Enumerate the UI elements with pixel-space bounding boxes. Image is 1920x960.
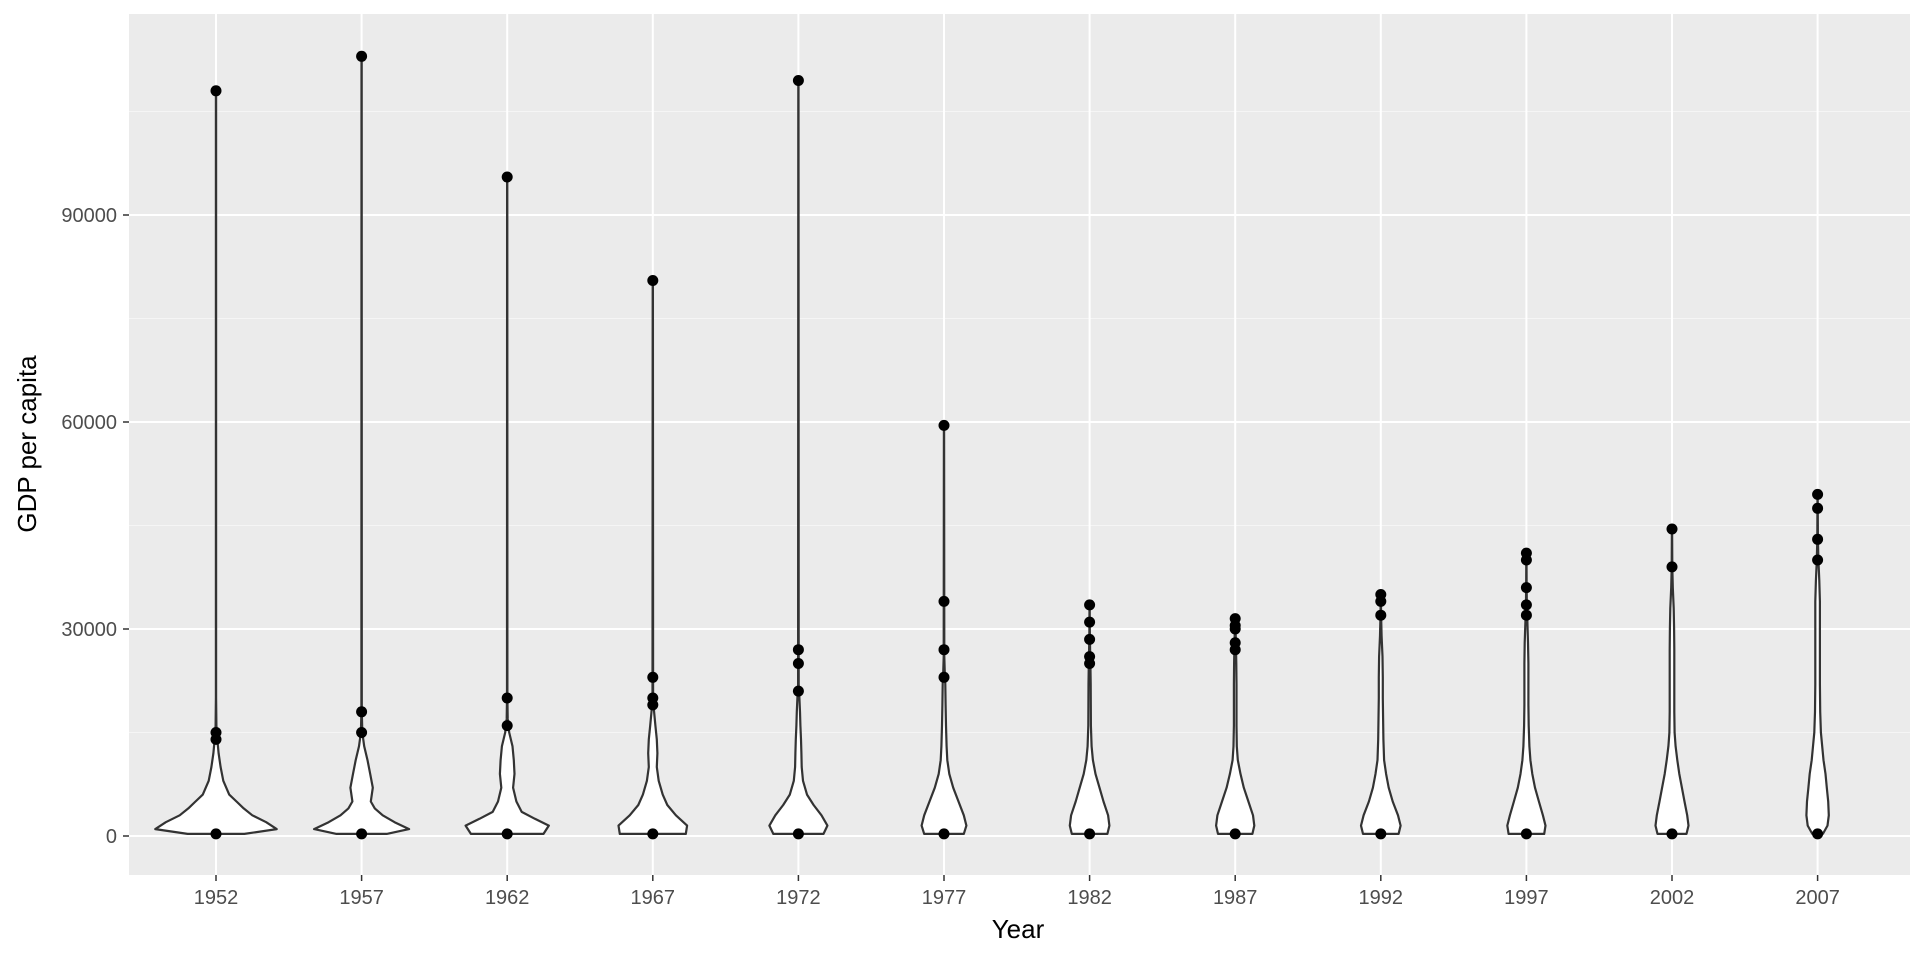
point-1962: [501, 720, 513, 732]
point-1977: [938, 828, 950, 840]
x-tick-label: 1952: [194, 887, 239, 909]
x-axis-title: Year: [992, 914, 1045, 944]
y-tick-label: 30000: [61, 619, 117, 641]
x-tick-label: 2002: [1650, 887, 1695, 909]
point-1967: [647, 275, 659, 286]
x-tick-label: 1977: [922, 887, 967, 909]
point-2007: [1812, 828, 1824, 840]
point-1957: [356, 706, 368, 718]
point-1967: [647, 671, 659, 683]
point-1972: [792, 685, 804, 697]
point-1997: [1520, 547, 1532, 559]
x-axis: 1952 1957 1962 1967 1972 1977 1982 1987 1992 1997…: [194, 875, 1840, 909]
x-tick-label: 1972: [776, 887, 821, 909]
point-2007: [1812, 533, 1824, 545]
point-2002: [1666, 523, 1678, 535]
y-axis-title: GDP per capita: [12, 355, 42, 533]
point-1982: [1084, 651, 1096, 663]
point-1987: [1229, 828, 1241, 840]
point-1952: [210, 727, 222, 738]
point-1987: [1229, 637, 1241, 649]
grid-minor: [129, 111, 1910, 733]
point-1997: [1520, 599, 1532, 611]
point-1957: [356, 828, 368, 840]
y-tick-label: 0: [106, 826, 117, 848]
point-1992: [1375, 589, 1387, 600]
point-1957: [356, 50, 368, 62]
point-2007: [1812, 502, 1824, 514]
point-1952: [210, 85, 222, 97]
x-tick-label: 1967: [631, 887, 676, 909]
y-tick-label: 60000: [61, 412, 117, 434]
point-1987: [1229, 613, 1241, 625]
x-tick-label: 2007: [1795, 887, 1840, 909]
point-1962: [501, 692, 513, 704]
point-1992: [1375, 828, 1387, 840]
x-tick-label: 1957: [339, 887, 384, 909]
point-1997: [1520, 828, 1532, 840]
point-1972: [792, 828, 804, 840]
x-tick-label: 1962: [485, 887, 530, 909]
point-2007: [1812, 554, 1824, 566]
point-2002: [1666, 561, 1678, 573]
point-1952: [210, 828, 222, 840]
point-1972: [792, 658, 804, 669]
y-tick-label: 90000: [61, 205, 117, 227]
point-2007: [1812, 488, 1824, 500]
point-1997: [1520, 609, 1532, 621]
point-1977: [938, 644, 950, 656]
plot-panel: [129, 14, 1910, 875]
point-1977: [938, 671, 950, 683]
y-axis: 0 30000 60000 90000: [61, 205, 129, 848]
point-2002: [1666, 828, 1678, 840]
point-1962: [501, 171, 513, 183]
point-1977: [938, 595, 950, 607]
outlier-points: [210, 50, 1824, 840]
point-1962: [501, 828, 513, 840]
x-tick-label: 1982: [1067, 887, 1112, 909]
x-tick-label: 1987: [1213, 887, 1258, 909]
point-1982: [1084, 828, 1096, 840]
point-1967: [647, 692, 659, 704]
point-1972: [792, 75, 804, 86]
point-1977: [938, 419, 950, 431]
point-1957: [356, 727, 368, 738]
x-tick-label: 1992: [1359, 887, 1404, 909]
point-1972: [792, 644, 804, 656]
violins: [154, 55, 1830, 835]
x-tick-label: 1997: [1504, 887, 1549, 909]
point-1982: [1084, 616, 1096, 628]
point-1997: [1520, 582, 1532, 594]
point-1967: [647, 828, 659, 840]
point-1982: [1084, 599, 1096, 611]
point-1992: [1375, 609, 1387, 621]
point-1982: [1084, 633, 1096, 645]
